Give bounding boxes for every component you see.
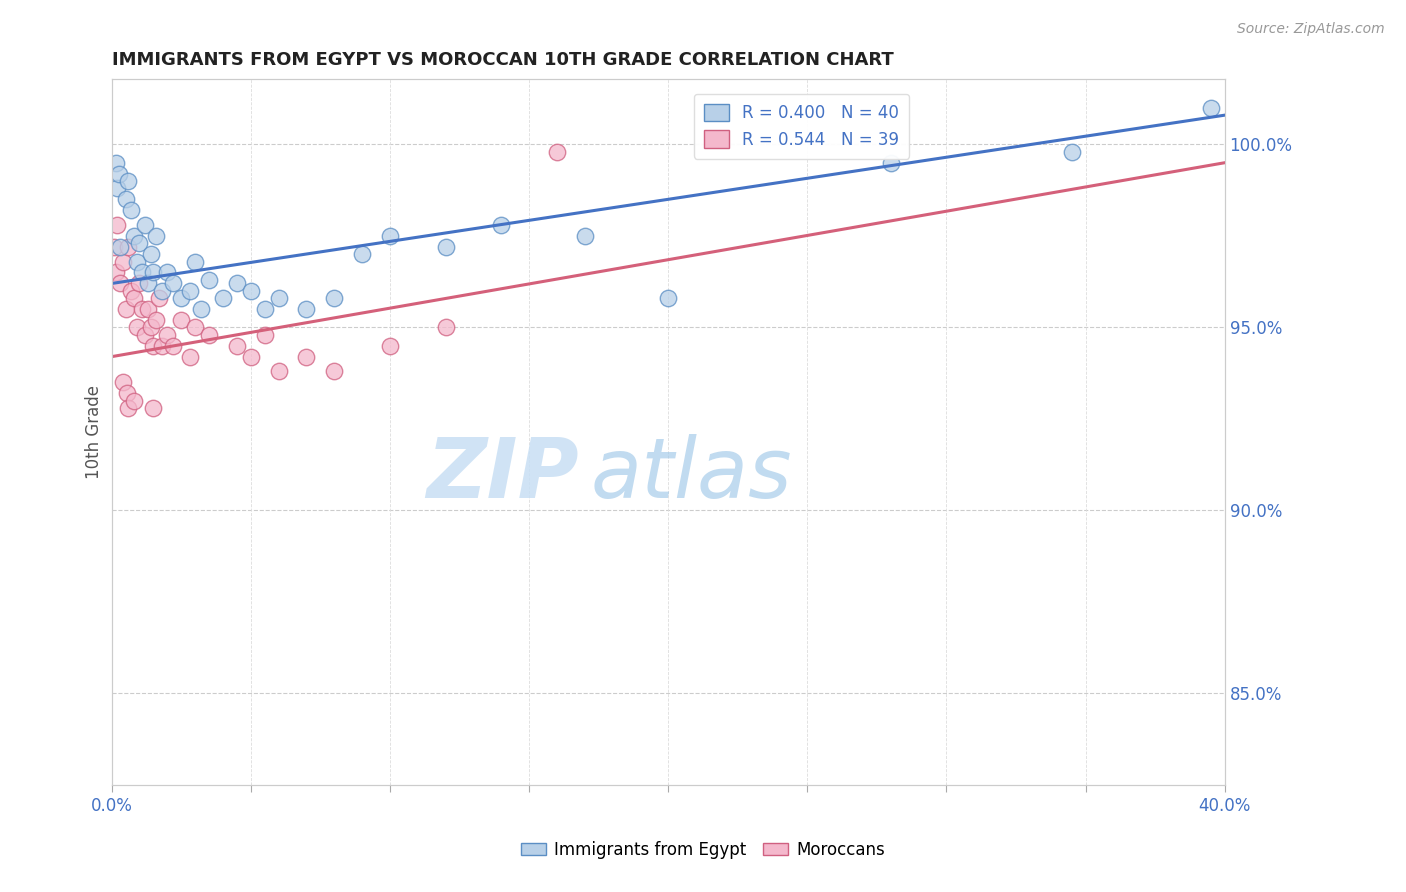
Point: [122, 228, 145, 243]
Point: [198, 273, 221, 287]
Point: [179, 350, 201, 364]
Point: [131, 302, 153, 317]
Point: [156, 327, 179, 342]
Point: [225, 277, 247, 291]
Point: [145, 313, 167, 327]
Point: [574, 228, 596, 243]
Point: [105, 181, 128, 195]
Point: [136, 302, 159, 317]
Point: [104, 265, 127, 279]
Point: [111, 254, 134, 268]
Point: [120, 203, 142, 218]
Point: [239, 284, 262, 298]
Point: [239, 350, 262, 364]
Point: [657, 291, 679, 305]
Point: [170, 291, 193, 305]
Point: [142, 339, 165, 353]
Point: [434, 320, 457, 334]
Point: [212, 291, 235, 305]
Point: [115, 386, 138, 401]
Point: [253, 327, 276, 342]
Legend: R = 0.400   N = 40, R = 0.544   N = 39: R = 0.400 N = 40, R = 0.544 N = 39: [695, 94, 910, 159]
Point: [323, 364, 346, 378]
Legend: Immigrants from Egypt, Moroccans: Immigrants from Egypt, Moroccans: [515, 835, 891, 866]
Point: [546, 145, 568, 159]
Point: [145, 228, 167, 243]
Point: [378, 339, 401, 353]
Point: [162, 277, 184, 291]
Point: [122, 393, 145, 408]
Point: [139, 320, 162, 334]
Point: [267, 364, 290, 378]
Point: [170, 313, 193, 327]
Point: [323, 291, 346, 305]
Text: ZIP: ZIP: [426, 434, 579, 515]
Point: [134, 327, 156, 342]
Point: [295, 302, 318, 317]
Point: [295, 350, 318, 364]
Y-axis label: 10th Grade: 10th Grade: [86, 384, 103, 479]
Point: [267, 291, 290, 305]
Point: [114, 302, 136, 317]
Point: [352, 247, 374, 261]
Point: [1199, 101, 1222, 115]
Point: [190, 302, 212, 317]
Point: [156, 265, 179, 279]
Point: [125, 254, 148, 268]
Point: [117, 174, 139, 188]
Point: [120, 284, 142, 298]
Point: [114, 192, 136, 206]
Point: [434, 240, 457, 254]
Point: [117, 240, 139, 254]
Point: [104, 155, 127, 169]
Point: [139, 247, 162, 261]
Point: [162, 339, 184, 353]
Point: [489, 218, 512, 232]
Point: [142, 401, 165, 415]
Point: [253, 302, 276, 317]
Point: [131, 265, 153, 279]
Point: [142, 265, 165, 279]
Text: IMMIGRANTS FROM EGYPT VS MOROCCAN 10TH GRADE CORRELATION CHART: IMMIGRANTS FROM EGYPT VS MOROCCAN 10TH G…: [111, 51, 893, 69]
Point: [198, 327, 221, 342]
Point: [179, 284, 201, 298]
Point: [117, 401, 139, 415]
Point: [105, 218, 128, 232]
Point: [128, 236, 150, 251]
Point: [150, 339, 173, 353]
Point: [150, 284, 173, 298]
Point: [880, 155, 903, 169]
Point: [1060, 145, 1083, 159]
Point: [134, 218, 156, 232]
Point: [111, 376, 134, 390]
Point: [108, 277, 131, 291]
Point: [225, 339, 247, 353]
Point: [378, 228, 401, 243]
Text: atlas: atlas: [591, 434, 792, 515]
Point: [184, 320, 207, 334]
Point: [184, 254, 207, 268]
Point: [108, 240, 131, 254]
Point: [125, 320, 148, 334]
Point: [103, 240, 125, 254]
Point: [128, 277, 150, 291]
Point: [136, 277, 159, 291]
Point: [107, 167, 129, 181]
Point: [148, 291, 170, 305]
Point: [122, 291, 145, 305]
Text: Source: ZipAtlas.com: Source: ZipAtlas.com: [1237, 22, 1385, 37]
